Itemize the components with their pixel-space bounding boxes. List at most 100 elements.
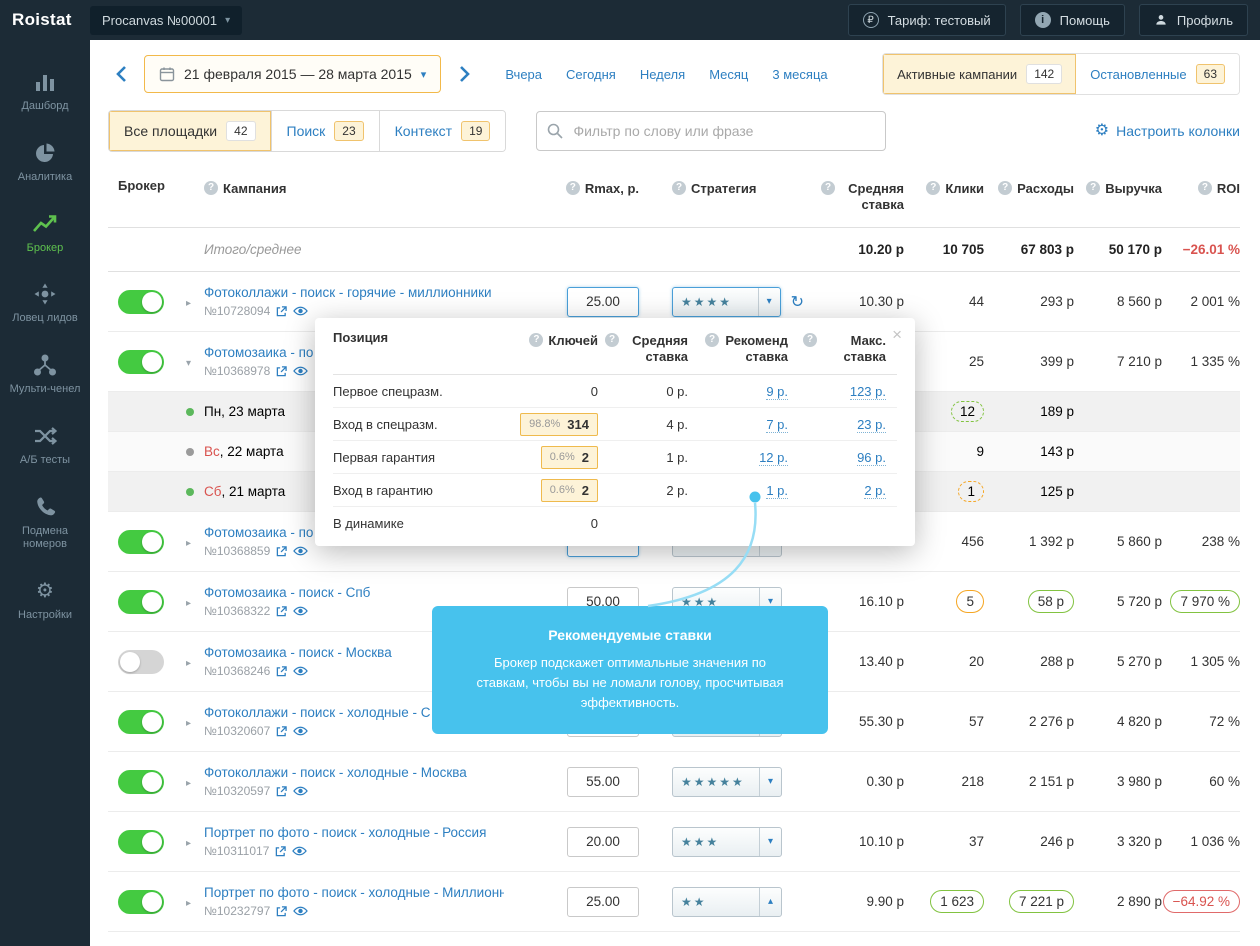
help-icon[interactable]: ? [1197,180,1212,195]
active-campaigns-tab[interactable]: Активные кампании 142 [883,54,1077,94]
expand-icon[interactable]: ▸ [186,598,192,609]
eye-icon[interactable] [293,726,309,736]
expand-icon[interactable]: ▸ [186,298,192,309]
sidebar-item-settings[interactable]: ⚙ Настройки [0,565,90,636]
expand-icon[interactable]: ▸ [186,838,192,849]
external-link-icon[interactable] [276,545,287,557]
sidebar-item-ab-tests[interactable]: А/Б тесты [0,410,90,481]
external-link-icon[interactable] [275,845,287,857]
campaign-toggle[interactable] [118,589,164,614]
help-icon[interactable]: ? [1086,180,1101,195]
external-link-icon[interactable] [276,785,287,797]
help-icon[interactable]: ? [705,332,719,347]
help-icon[interactable]: ? [605,332,619,347]
eye-icon[interactable] [293,546,309,556]
campaign-link[interactable]: Фотомозаика - поиск - Москва [204,645,392,660]
expand-icon[interactable]: ▸ [186,538,192,549]
eye-icon[interactable] [293,906,309,916]
external-link-icon[interactable] [276,725,287,737]
recommended-bid-link[interactable]: 7 р. [766,416,788,433]
period-link-3months[interactable]: 3 месяца [772,66,828,82]
collapse-icon[interactable]: ▾ [186,358,192,369]
strategy-dropdown[interactable]: ★★ ▴ [672,886,782,917]
campaign-toggle[interactable] [118,349,164,374]
eye-icon[interactable] [293,786,309,796]
expand-icon[interactable]: ▸ [186,658,192,669]
campaign-link[interactable]: Портрет по фото - поиск - холодные - Рос… [204,825,487,840]
max-bid-link[interactable]: 2 р. [864,482,886,499]
reset-icon[interactable]: ↻ [790,293,804,311]
eye-icon[interactable] [292,846,308,856]
expand-icon[interactable]: ▸ [186,898,192,909]
app-logo[interactable]: Roistat [12,10,72,29]
rmax-input[interactable] [567,286,639,317]
max-bid-link[interactable]: 123 р. [849,383,886,400]
period-link-month[interactable]: Месяц [709,66,749,82]
campaign-toggle[interactable] [118,649,164,674]
rmax-input[interactable] [567,826,639,857]
help-icon[interactable]: ? [998,180,1013,195]
profile-button[interactable]: Профиль [1138,4,1248,36]
strategy-dropdown[interactable]: ★★★ ▾ [672,826,782,857]
help-icon[interactable]: ? [565,180,580,195]
campaign-toggle[interactable] [118,769,164,794]
help-icon[interactable]: ? [529,332,544,347]
campaign-link[interactable]: Фотомозаика - по [204,525,314,540]
campaign-toggle[interactable] [118,289,164,314]
external-link-icon[interactable] [276,665,287,677]
help-icon[interactable]: ? [204,180,218,195]
rmax-input[interactable] [567,886,639,917]
sidebar-item-dashboard[interactable]: Дашборд [0,56,90,127]
sidebar-item-multichannel[interactable]: Мульти-ченел [0,339,90,410]
prev-period-button[interactable] [108,59,134,89]
campaign-link[interactable]: Фотоколлажи - поиск - холодные - С [204,705,431,720]
campaign-toggle[interactable] [118,709,164,734]
expand-icon[interactable]: ▸ [186,778,192,789]
external-link-icon[interactable] [276,365,287,377]
period-link-today[interactable]: Сегодня [566,66,616,82]
campaign-link[interactable]: Фотоколлажи - поиск - холодные - Москва [204,765,467,780]
campaign-toggle[interactable] [118,829,164,854]
campaign-link[interactable]: Портрет по фото - поиск - холодные - Мил… [204,885,504,900]
next-period-button[interactable] [451,59,477,89]
sidebar-item-analytics[interactable]: Аналитика [0,127,90,198]
help-icon[interactable]: ? [803,332,817,347]
eye-icon[interactable] [293,606,309,616]
date-range-picker[interactable]: 21 февраля 2015 — 28 марта 2015 ▾ [144,55,442,93]
project-selector[interactable]: Procanvas №00001 ▾ [90,5,243,35]
external-link-icon[interactable] [276,305,287,317]
period-link-week[interactable]: Неделя [639,66,686,82]
period-link-yesterday[interactable]: Вчера [505,66,543,82]
eye-icon[interactable] [293,366,309,376]
external-link-icon[interactable] [276,605,287,617]
external-link-icon[interactable] [276,905,287,917]
max-bid-link[interactable]: 96 р. [857,449,886,466]
stopped-campaigns-tab[interactable]: Остановленные 63 [1076,54,1239,94]
expand-icon[interactable]: ▸ [186,718,192,729]
campaign-link[interactable]: Фотомозаика - поиск - Спб [204,585,371,600]
sidebar-item-broker[interactable]: Брокер [0,198,90,269]
search-input[interactable] [536,111,887,151]
strategy-dropdown[interactable]: ★★★★★ ▾ [672,766,782,797]
campaign-toggle[interactable] [118,529,164,554]
help-icon[interactable]: ? [821,180,835,195]
campaign-link[interactable]: Фотоколлажи - поиск - горячие - миллионн… [204,285,492,300]
tariff-button[interactable]: ₽ Тариф: тестовый [847,4,1006,36]
sidebar-item-call-tracking[interactable]: Подмена номеров [0,481,90,566]
sidebar-item-leadcatcher[interactable]: Ловец лидов [0,268,90,339]
campaign-link[interactable]: Фотомозаика - по [204,345,314,360]
eye-icon[interactable] [293,306,309,316]
rmax-input[interactable] [567,766,639,797]
tab-search[interactable]: Поиск 23 [271,111,380,151]
help-icon[interactable]: ? [672,180,686,195]
recommended-bid-link[interactable]: 1 р. [766,482,788,499]
campaign-toggle[interactable] [118,889,164,914]
eye-icon[interactable] [293,666,309,676]
close-icon[interactable]: × [892,325,902,344]
recommended-bid-link[interactable]: 9 р. [766,383,788,400]
recommended-bid-link[interactable]: 12 р. [759,449,788,466]
strategy-dropdown[interactable]: ★★★★ ▾ [672,286,781,317]
help-icon[interactable]: ? [926,180,941,195]
help-button[interactable]: i Помощь [1019,4,1125,36]
max-bid-link[interactable]: 23 р. [857,416,886,433]
